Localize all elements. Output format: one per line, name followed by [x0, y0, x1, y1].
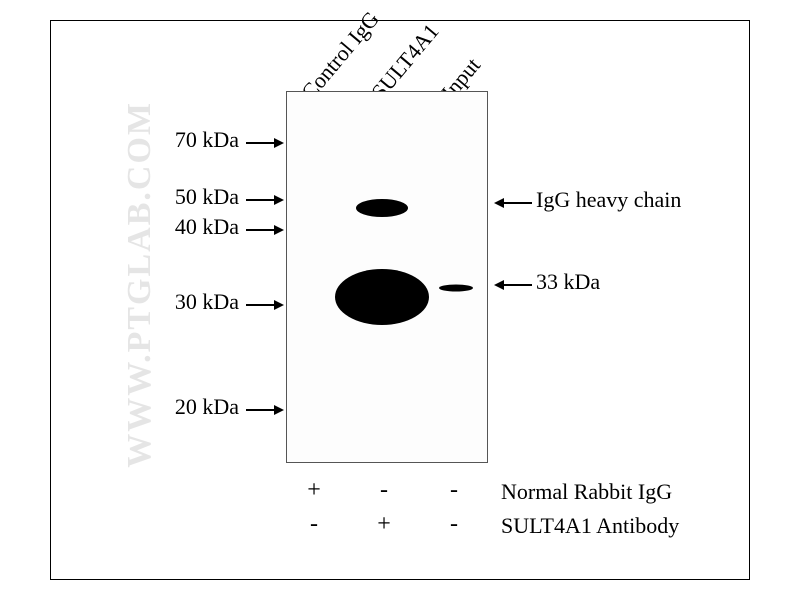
grid-0-1: -	[369, 477, 399, 504]
arrow-igg-heavy	[494, 197, 532, 209]
legend-sult4a1-ab: SULT4A1 Antibody	[501, 513, 679, 539]
arrow-20	[246, 404, 284, 416]
grid-0-2: -	[439, 477, 469, 504]
mw-70: 70 kDa	[175, 127, 239, 153]
grid-1-1: +	[369, 511, 399, 538]
label-33kda: 33 kDa	[536, 269, 600, 295]
arrow-33kda	[494, 279, 532, 291]
grid-1-2: -	[439, 511, 469, 538]
band-sult4a1-ip-fill	[337, 280, 427, 312]
arrow-50	[246, 194, 284, 206]
mw-40: 40 kDa	[175, 214, 239, 240]
arrow-70	[246, 137, 284, 149]
bands-svg	[287, 92, 487, 462]
watermark-text: WWW.PTGLAB.COM	[121, 101, 159, 468]
arrow-30	[246, 299, 284, 311]
mw-50: 50 kDa	[175, 184, 239, 210]
figure-frame: WWW.PTGLAB.COM Control IgG SULT4A1 Input…	[50, 20, 750, 580]
band-input	[439, 285, 473, 292]
mw-30: 30 kDa	[175, 289, 239, 315]
grid-0-0: +	[299, 477, 329, 504]
label-igg-heavy: IgG heavy chain	[536, 187, 681, 213]
blot-membrane	[286, 91, 488, 463]
mw-20: 20 kDa	[175, 394, 239, 420]
legend-normal-igg: Normal Rabbit IgG	[501, 479, 672, 505]
band-igg-heavy	[356, 199, 408, 217]
grid-1-0: -	[299, 511, 329, 538]
arrow-40	[246, 224, 284, 236]
